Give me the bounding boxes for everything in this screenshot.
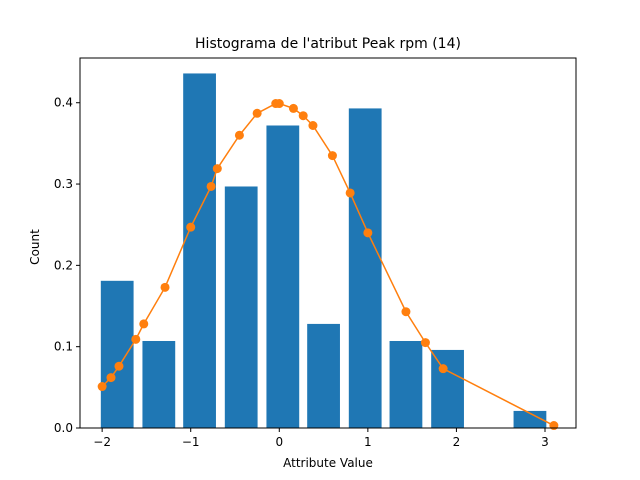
x-tick-label-2: 0 [275,435,283,449]
histogram-bar-3 [224,186,258,428]
density-point-12 [274,99,284,109]
y-tick-label-1: 0.1 [54,340,73,354]
y-tick-label-2: 0.2 [54,258,73,272]
histogram-bar-8 [431,349,464,428]
x-tick-label-5: 3 [541,435,549,449]
density-point-15 [308,120,318,130]
chart-title: Histograma de l'atribut Peak rpm (14) [195,36,461,52]
density-point-19 [401,307,411,317]
density-point-17 [345,188,355,198]
y-tick-label-4: 0.4 [54,96,73,110]
x-tick-label-1: −1 [182,435,200,449]
histogram-bar-6 [348,108,382,429]
density-point-21 [438,364,448,374]
histogram-bar-5 [307,323,340,428]
histogram-bar-4 [266,125,300,428]
bars-layer [100,73,547,429]
density-point-0 [97,382,107,392]
histogram-bar-0 [100,280,134,428]
density-point-2 [114,361,124,371]
density-point-4 [139,319,149,329]
y-axis-ticks: 0.0 0.1 0.2 0.3 0.4 [54,96,80,435]
density-point-8 [212,164,222,174]
density-point-1 [106,373,116,383]
line-layer [97,99,559,431]
x-axis-label: Attribute Value [283,456,373,470]
density-point-13 [288,103,298,113]
density-point-18 [363,228,373,238]
plot-frame [79,57,577,429]
x-tick-label-3: 1 [364,435,372,449]
histogram-bar-1 [142,340,176,428]
density-point-3 [131,334,141,344]
y-tick-label-3: 0.3 [54,177,73,191]
x-tick-label-0: −2 [93,435,111,449]
x-axis-ticks: −2 −1 0 1 2 3 [93,428,549,449]
density-point-16 [327,151,337,161]
density-point-10 [252,108,262,118]
x-tick-label-4: 2 [453,435,461,449]
density-point-9 [234,130,244,140]
density-point-5 [160,282,170,292]
histogram-bar-9 [513,410,547,428]
histogram-bar-7 [389,340,423,428]
y-axis-label: Count [28,229,42,265]
density-point-7 [206,181,216,191]
density-point-20 [420,338,430,348]
y-tick-label-0: 0.0 [54,421,73,435]
density-point-22 [549,421,559,431]
density-point-14 [298,111,308,121]
density-point-6 [186,222,196,232]
histogram-bar-2 [183,73,216,428]
